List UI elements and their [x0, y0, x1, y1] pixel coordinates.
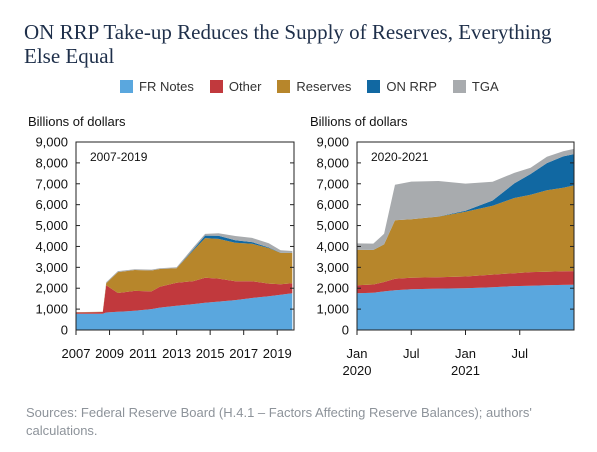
legend-item-on-rrp: ON RRP — [367, 78, 437, 94]
y-tick-label: 6,000 — [316, 197, 349, 212]
x-tick-label: 2013 — [162, 346, 191, 361]
panel-label-background — [367, 148, 437, 165]
y-tick-label: 0 — [61, 323, 68, 338]
y-tick-label: 9,000 — [35, 135, 68, 150]
panel-label-background — [86, 148, 156, 165]
legend-swatch-other — [209, 79, 223, 93]
y-tick-label: 7,000 — [35, 176, 68, 191]
charts-canvas: 9,000 8,000 7,000 6,000 5,000 4,000 3,000 2,000… — [35, 135, 575, 378]
y-tick-label: 2,000 — [316, 281, 349, 296]
x-tick-label: 2017 — [229, 346, 258, 361]
x-tick-sublabel: 2021 — [451, 363, 480, 378]
area-other-panel-2 — [357, 271, 574, 294]
x-tick-label: Jul — [511, 346, 528, 361]
panel-label: 2007-2019 — [90, 150, 148, 164]
legend-swatch-on-rrp — [367, 79, 381, 93]
y-tick-label: 5,000 — [35, 218, 68, 233]
x-tick-label: 2011 — [129, 346, 157, 361]
y-tick-label: 4,000 — [316, 239, 349, 254]
y-tick-label: 1,000 — [35, 302, 68, 317]
x-tick-label: 2015 — [196, 346, 225, 361]
chart-title: ON RRP Take-up Reduces the Supply of Res… — [24, 20, 552, 68]
y-tick-label: 6,000 — [35, 197, 68, 212]
area-other-panel-1 — [76, 277, 293, 314]
x-tick-sublabel: 2020 — [343, 363, 372, 378]
y-tick-label: 4,000 — [35, 239, 68, 254]
legend-swatch-tga — [452, 79, 466, 93]
left-panel-ylabel: Billions of dollars — [28, 114, 126, 129]
legend-swatch-fr-notes — [120, 79, 133, 93]
y-tick-label: 0 — [342, 323, 349, 338]
y-tick-label: 5,000 — [316, 218, 349, 233]
panel-label: 2020-2021 — [371, 150, 429, 164]
x-tick-label: Jan — [347, 346, 368, 361]
x-tick-label: Jan — [455, 346, 476, 361]
area-reserves-panel-2 — [357, 185, 574, 286]
legend-item-fr-notes: FR Notes — [120, 78, 194, 94]
legend-item-tga: TGA — [452, 78, 499, 94]
x-tick-label: 2007 — [62, 346, 91, 361]
right-panel-ylabel: Billions of dollars — [310, 114, 408, 129]
area-reserves-panel-1 — [76, 238, 293, 313]
source-note: Sources: Federal Reserve Board (H.4.1 – … — [26, 405, 532, 438]
legend-item-other: Other — [209, 78, 262, 94]
y-tick-label: 9,000 — [316, 135, 349, 150]
area-fr-notes-panel-1 — [76, 293, 293, 330]
area-fr-notes-panel-2 — [357, 284, 574, 330]
legend-swatch-reserves — [277, 79, 291, 93]
y-tick-label: 8,000 — [35, 155, 68, 170]
legend-label-reserves: Reserves — [296, 78, 352, 94]
y-tick-label: 2,000 — [35, 281, 68, 296]
plot-frame-panel-1 — [75, 141, 295, 331]
legend-label-tga: TGA — [471, 78, 499, 94]
legend-label-on-rrp: ON RRP — [386, 78, 437, 94]
legend-label-other: Other — [228, 78, 262, 94]
legend-item-reserves: Reserves — [277, 78, 351, 94]
y-tick-label: 1,000 — [316, 302, 349, 317]
chart-legend: FR Notes Other Reserves ON RRP TGA — [120, 78, 499, 94]
y-tick-label: 3,000 — [35, 260, 68, 275]
area-on-rrp-panel-2 — [357, 154, 574, 250]
y-tick-label: 7,000 — [316, 176, 349, 191]
x-tick-label: 2019 — [263, 346, 292, 361]
x-tick-label: Jul — [403, 346, 420, 361]
y-tick-label: 3,000 — [316, 260, 349, 275]
legend-label-fr-notes: FR Notes — [139, 78, 194, 94]
y-tick-label: 8,000 — [316, 155, 349, 170]
x-tick-label: 2009 — [95, 346, 124, 361]
area-tga-panel-2 — [357, 148, 574, 250]
